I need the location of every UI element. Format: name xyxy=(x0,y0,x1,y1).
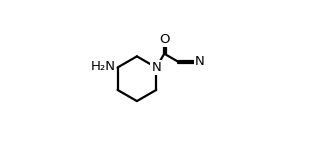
Text: H₂N: H₂N xyxy=(91,60,116,73)
Text: O: O xyxy=(159,33,170,46)
Text: N: N xyxy=(195,55,204,68)
Text: N: N xyxy=(152,61,161,74)
